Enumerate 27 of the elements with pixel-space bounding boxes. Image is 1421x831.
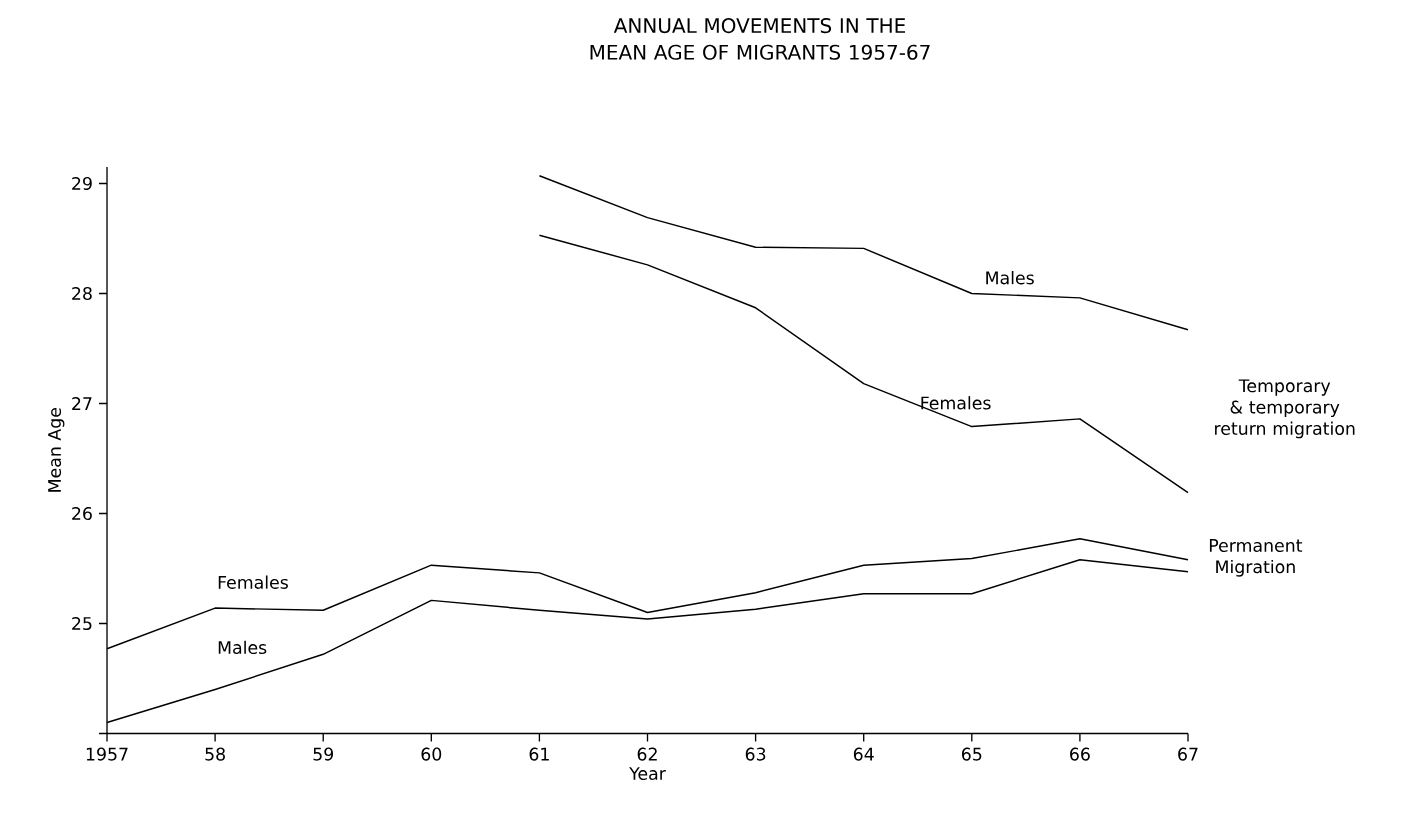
series-label: Males	[986, 270, 1034, 285]
line-series	[538, 234, 1189, 494]
x-tick-label: 66	[1070, 747, 1090, 761]
x-tick-label: 60	[421, 747, 442, 761]
y-tick-label: 27	[72, 397, 92, 410]
x-tick-label: 58	[205, 747, 225, 761]
y-tick-label: 28	[72, 286, 92, 301]
x-tick-label: 65	[961, 747, 982, 761]
y-tick-label: 26	[72, 506, 92, 521]
text: Temporary & temporary return migration	[1215, 379, 1355, 439]
x-tick-label: 59	[313, 747, 334, 761]
x-tick-label: 62	[637, 747, 657, 761]
series-label: Females	[218, 575, 288, 589]
y-tick-label: 29	[72, 176, 92, 191]
y-axis-title: Mean Age	[48, 408, 65, 492]
series-label: Females	[921, 396, 991, 410]
chart-title: ANNUAL MOVEMENTS IN THE MEAN AGE OF MIGRANTS 1957-67	[590, 18, 930, 60]
x-tick-label: 61	[529, 747, 549, 761]
line-series	[538, 175, 1189, 331]
x-tick-label: 67	[1178, 747, 1198, 761]
text: Permanent Migration	[1209, 539, 1303, 577]
x-tick-label: 1957	[86, 747, 128, 761]
x-axis-title: Year	[629, 767, 666, 781]
x-tick-label: 63	[745, 747, 766, 761]
series-label: Males	[218, 640, 267, 655]
x-tick-label: 64	[853, 747, 874, 761]
y-tick-label: 25	[72, 616, 92, 631]
